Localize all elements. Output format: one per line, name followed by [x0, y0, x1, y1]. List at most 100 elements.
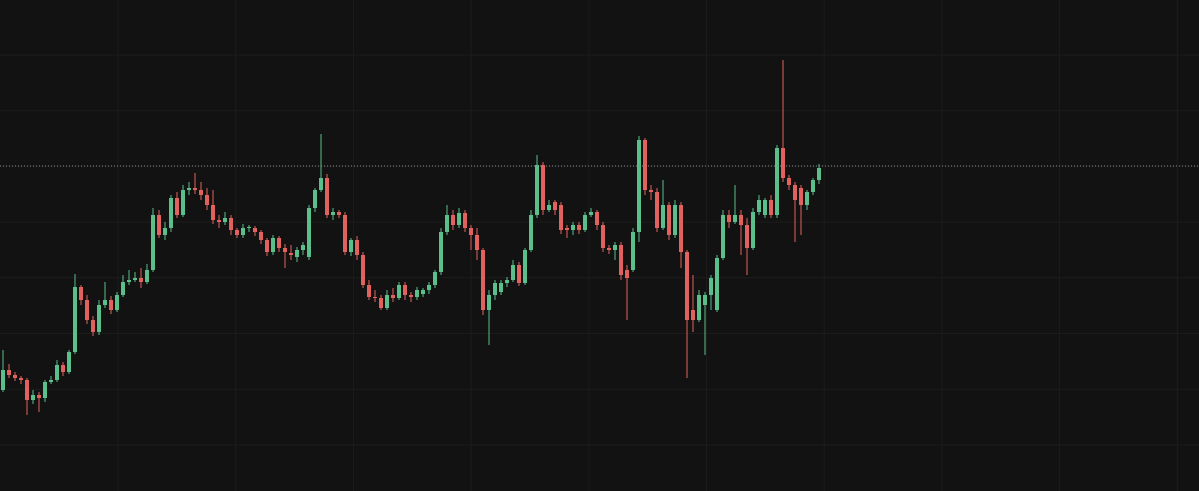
candle-body [169, 198, 173, 228]
candle-body [751, 212, 755, 248]
candle-body [811, 180, 815, 192]
candle-body [367, 285, 371, 297]
candle-body [583, 215, 587, 230]
candle-body [325, 178, 329, 215]
candle-body [349, 240, 353, 252]
candle-body [487, 295, 491, 310]
candle-body [73, 287, 77, 352]
candle-body [439, 232, 443, 272]
candle-body [241, 228, 245, 235]
candle-body [283, 248, 287, 252]
candle-body [763, 200, 767, 215]
candles [0, 60, 1199, 415]
candle-body [229, 218, 233, 230]
candle-body [133, 278, 137, 280]
candle-body [721, 215, 725, 258]
candle-body [559, 205, 563, 230]
candle-body [337, 212, 341, 215]
candle-body [199, 190, 203, 195]
candle-body [127, 280, 131, 282]
candle-body [679, 205, 683, 252]
candle-body [661, 205, 665, 228]
candle-body [205, 195, 209, 205]
candle-body [79, 287, 83, 300]
candle-body [217, 220, 221, 222]
candle-body [109, 300, 113, 310]
candle-body [817, 168, 821, 180]
candle-body [139, 278, 143, 282]
candle-body [595, 212, 599, 225]
candle-body [715, 258, 719, 310]
candle-body [67, 352, 71, 372]
candle-body [385, 295, 389, 308]
candle-body [163, 228, 167, 235]
candle-body [37, 395, 41, 398]
candle-body [457, 213, 461, 225]
candle-body [799, 188, 803, 205]
candle-body [379, 298, 383, 308]
candle-body [529, 215, 533, 250]
candle-body [307, 208, 311, 257]
candle-body [235, 230, 239, 235]
candle-body [301, 245, 305, 250]
candle-body [463, 213, 467, 228]
candle-body [685, 252, 689, 320]
candle-body [691, 310, 695, 320]
candle-body [571, 225, 575, 230]
candle-body [55, 365, 59, 380]
candle-body [373, 297, 377, 298]
candle-body [31, 395, 35, 400]
candle-body [403, 285, 407, 295]
candle-body [49, 380, 53, 382]
candle-body [295, 250, 299, 257]
candle-body [565, 228, 569, 230]
candle-body [25, 380, 29, 400]
candle-body [535, 165, 539, 215]
candle-body [619, 245, 623, 275]
candle-body [667, 205, 671, 235]
candle-body [313, 190, 317, 208]
candle-body [103, 300, 107, 305]
candle-body [541, 165, 545, 210]
candle-body [115, 295, 119, 310]
candle-body [271, 238, 275, 252]
candle-body [649, 190, 653, 192]
candle-body [781, 148, 785, 178]
candle-body [85, 300, 89, 320]
candle-body [253, 228, 257, 232]
candle-body [631, 232, 635, 270]
candle-body [151, 215, 155, 270]
candle-body [517, 265, 521, 283]
candle-body [655, 192, 659, 228]
candle-body [493, 283, 497, 295]
candle-body [469, 228, 473, 235]
candle-body [625, 270, 629, 278]
candle-body [397, 285, 401, 298]
candle-body [547, 205, 551, 210]
candle-body [409, 295, 413, 297]
candle-body [343, 215, 347, 252]
candle-body [607, 248, 611, 250]
candle-body [601, 225, 605, 248]
candle-body [181, 190, 185, 215]
candle-body [193, 188, 197, 190]
candle-body [331, 212, 335, 215]
candle-body [7, 370, 11, 375]
candle-body [733, 215, 737, 222]
candle-body [13, 375, 17, 378]
candle-body [157, 215, 161, 235]
candle-body [703, 295, 707, 305]
candle-body [391, 295, 395, 298]
candle-body [433, 272, 437, 285]
candle-body [19, 378, 23, 380]
candle-body [223, 218, 227, 222]
candle-body [589, 212, 593, 215]
candle-body [211, 205, 215, 220]
candle-body [745, 225, 749, 248]
candle-body [637, 140, 641, 232]
candle-body [451, 215, 455, 225]
candle-body [511, 265, 515, 280]
candle-body [289, 253, 293, 255]
candle-body [445, 215, 449, 232]
